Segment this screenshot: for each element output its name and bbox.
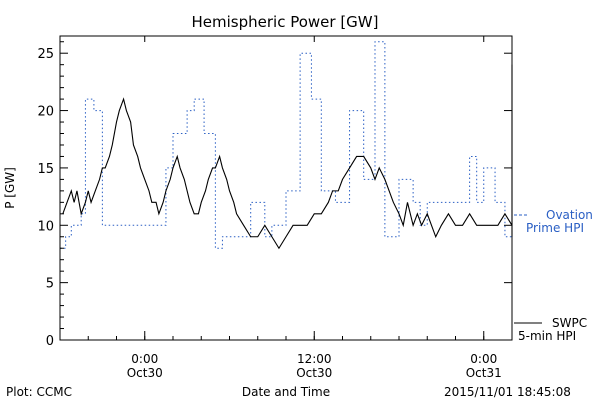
y-tick-label: 5	[46, 277, 54, 292]
legend-swpc: SWPC 5-min HPI	[514, 316, 587, 343]
x-tick-label-time: 0:00	[470, 352, 497, 366]
x-tick-label-date: Oct30	[296, 366, 332, 380]
legend-swpc-label-line2: 5-min HPI	[518, 329, 576, 343]
chart-title: Hemispheric Power [GW]	[192, 13, 379, 31]
x-tick-label-date: Oct30	[127, 366, 163, 380]
x-tick-label-date: Oct31	[466, 366, 502, 380]
legend-swpc-label-line1: SWPC	[552, 316, 587, 330]
y-axis-label: P [GW]	[3, 167, 17, 209]
x-axis-label: Date and Time	[242, 385, 330, 399]
y-tick-label: 25	[37, 47, 54, 62]
y-axis: 0 5 10 15 20 25	[37, 41, 512, 349]
x-axis: 0:00Oct3012:00Oct300:00Oct3112:00Oct310:…	[87, 36, 513, 380]
plot-credit: Plot: CCMC	[6, 385, 72, 399]
legend-ovation-label-line2: Prime HPI	[526, 221, 584, 235]
y-tick-label: 20	[37, 105, 54, 120]
legend-ovation-label-line1: Ovation	[546, 208, 593, 222]
legend-ovation: Ovation Prime HPI	[514, 208, 593, 235]
x-tick-label-time: 12:00	[297, 352, 332, 366]
y-tick-label: 15	[37, 162, 54, 177]
y-tick-label: 10	[37, 219, 54, 234]
y-tick-label: 0	[46, 334, 54, 349]
plot-timestamp: 2015/11/01 18:45:08	[444, 385, 571, 399]
x-tick-label-time: 0:00	[131, 352, 158, 366]
